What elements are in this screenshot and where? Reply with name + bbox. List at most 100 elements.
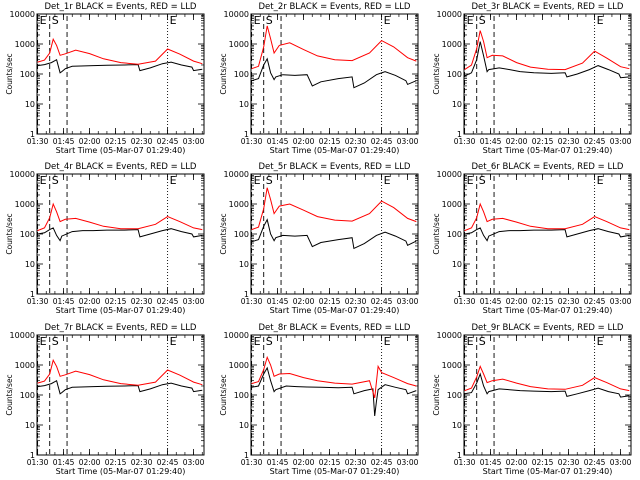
x-tick-label: 02:30 bbox=[345, 297, 367, 306]
series-line-events bbox=[251, 57, 417, 89]
x-tick-label: 02:00 bbox=[79, 458, 101, 467]
panel-9: Det_9r BLACK = Events, RED = LLD 1 10 100 10… bbox=[432, 323, 632, 476]
x-axis-label: Start Time (05-Mar-07 01:29:40) bbox=[483, 467, 613, 476]
x-tick-label: 03:00 bbox=[183, 297, 205, 306]
panel-3: Det_3r BLACK = Events, RED = LLD 1 10 100 10… bbox=[432, 2, 632, 155]
y-tick-label: 1 bbox=[30, 290, 35, 299]
x-tick-label: 02:30 bbox=[345, 458, 367, 467]
x-tick-label: 02:15 bbox=[532, 458, 554, 467]
y-axis-label: Counts/sec bbox=[5, 53, 14, 94]
x-tick-label: 01:30 bbox=[454, 458, 476, 467]
x-tick-label: 02:45 bbox=[371, 458, 393, 467]
x-axis-label: Start Time (05-Mar-07 01:29:40) bbox=[56, 146, 186, 155]
y-tick-label: 10 bbox=[25, 260, 35, 269]
event-marker-label: E bbox=[40, 335, 47, 348]
y-tick-label: 10 bbox=[452, 260, 462, 269]
panel-6: Det_6r BLACK = Events, RED = LLD 1 10 100 10… bbox=[432, 162, 632, 315]
series-line-lld bbox=[37, 202, 203, 232]
event-marker-label: E bbox=[170, 335, 177, 348]
x-tick-label: 01:45 bbox=[267, 458, 289, 467]
y-tick-label: 1000 bbox=[442, 40, 462, 49]
y-axis-label: Counts/sec bbox=[5, 213, 14, 254]
series-line-events bbox=[464, 41, 630, 79]
y-tick-label: 10 bbox=[239, 100, 249, 109]
y-tick-label: 1000 bbox=[442, 200, 462, 209]
x-tick-label: 03:00 bbox=[610, 137, 632, 146]
series-line-events bbox=[251, 218, 417, 250]
x-tick-label: 01:45 bbox=[53, 297, 75, 306]
x-tick-label: 03:00 bbox=[397, 297, 419, 306]
series-line-lld bbox=[251, 25, 417, 70]
x-tick-label: 01:45 bbox=[480, 297, 502, 306]
panel-title: Det_8r BLACK = Events, RED = LLD bbox=[259, 323, 411, 333]
event-marker-label: S bbox=[52, 174, 59, 187]
y-tick-label: 100 bbox=[234, 70, 249, 79]
panel-title: Det_5r BLACK = Events, RED = LLD bbox=[259, 162, 411, 172]
x-tick-label: 02:00 bbox=[506, 297, 528, 306]
x-tick-label: 02:30 bbox=[558, 297, 580, 306]
x-tick-label: 02:45 bbox=[157, 297, 179, 306]
x-tick-label: 02:30 bbox=[345, 137, 367, 146]
y-tick-label: 1 bbox=[457, 290, 462, 299]
event-marker-label: S bbox=[266, 335, 273, 348]
event-marker-label: E bbox=[40, 174, 47, 187]
x-axis-label: Start Time (05-Mar-07 01:29:40) bbox=[270, 467, 400, 476]
plot-frame bbox=[250, 334, 419, 456]
y-tick-label: 1 bbox=[457, 130, 462, 139]
event-marker-label: E bbox=[254, 335, 261, 348]
y-axis-label: Counts/sec bbox=[432, 374, 441, 415]
y-axis-label: Counts/sec bbox=[5, 374, 14, 415]
y-axis-label: Counts/sec bbox=[219, 53, 228, 94]
event-marker-label: E bbox=[384, 174, 391, 187]
series-line-events bbox=[37, 379, 203, 395]
x-tick-label: 02:15 bbox=[319, 297, 341, 306]
x-tick-label: 02:30 bbox=[131, 458, 153, 467]
x-tick-label: 01:45 bbox=[480, 137, 502, 146]
event-marker-label: E bbox=[254, 174, 261, 187]
x-tick-label: 02:45 bbox=[584, 297, 606, 306]
y-tick-label: 10000 bbox=[437, 170, 462, 179]
y-tick-label: 100 bbox=[234, 230, 249, 239]
y-tick-label: 100 bbox=[20, 70, 35, 79]
x-tick-label: 02:00 bbox=[79, 297, 101, 306]
x-tick-label: 02:00 bbox=[506, 458, 528, 467]
y-tick-label: 1 bbox=[30, 130, 35, 139]
y-tick-label: 100 bbox=[447, 70, 462, 79]
x-tick-label: 02:45 bbox=[371, 297, 393, 306]
y-tick-label: 1000 bbox=[442, 361, 462, 370]
event-marker-label: E bbox=[597, 174, 604, 187]
panel-title: Det_7r BLACK = Events, RED = LLD bbox=[45, 323, 197, 333]
x-tick-label: 02:30 bbox=[131, 137, 153, 146]
event-marker-label: S bbox=[479, 14, 486, 27]
panel-8: Det_8r BLACK = Events, RED = LLD 1 10 100 10… bbox=[219, 323, 419, 476]
y-tick-label: 100 bbox=[20, 230, 35, 239]
series-line-events bbox=[37, 227, 203, 242]
y-tick-label: 10000 bbox=[437, 331, 462, 340]
x-tick-label: 02:15 bbox=[532, 297, 554, 306]
x-axis-label: Start Time (05-Mar-07 01:29:40) bbox=[270, 306, 400, 315]
event-marker-label: E bbox=[170, 14, 177, 27]
x-tick-label: 01:45 bbox=[267, 297, 289, 306]
x-tick-label: 02:45 bbox=[584, 458, 606, 467]
x-tick-label: 01:30 bbox=[27, 137, 49, 146]
x-tick-label: 01:45 bbox=[480, 458, 502, 467]
y-tick-label: 10000 bbox=[10, 10, 35, 19]
y-tick-label: 1 bbox=[457, 451, 462, 460]
x-tick-label: 03:00 bbox=[397, 137, 419, 146]
x-tick-label: 01:30 bbox=[241, 297, 263, 306]
y-tick-label: 1000 bbox=[229, 200, 249, 209]
y-tick-label: 1000 bbox=[15, 200, 35, 209]
plot-frame bbox=[463, 173, 632, 295]
x-tick-label: 02:00 bbox=[293, 137, 315, 146]
x-tick-label: 02:00 bbox=[79, 137, 101, 146]
x-tick-label: 01:30 bbox=[454, 137, 476, 146]
x-tick-label: 02:30 bbox=[558, 137, 580, 146]
y-tick-label: 1 bbox=[30, 451, 35, 460]
panel-7: Det_7r BLACK = Events, RED = LLD 1 10 100 10… bbox=[5, 323, 205, 476]
y-tick-label: 1000 bbox=[15, 361, 35, 370]
y-tick-label: 10 bbox=[239, 260, 249, 269]
event-marker-label: S bbox=[52, 14, 59, 27]
x-tick-label: 03:00 bbox=[610, 297, 632, 306]
y-tick-label: 10 bbox=[452, 100, 462, 109]
plot-frame bbox=[250, 13, 419, 135]
